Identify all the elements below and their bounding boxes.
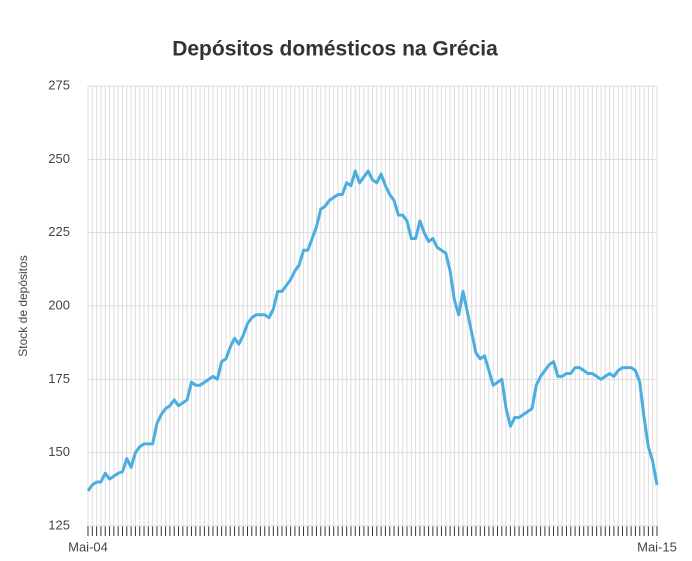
chart-title: Depósitos domésticos na Grécia: [172, 38, 498, 61]
x-tick-label: Mai-15: [637, 539, 677, 554]
y-axis-label: Stock de depósitos: [16, 255, 30, 356]
x-tick-label: Mai-04: [68, 539, 108, 554]
y-tick-label: 150: [48, 444, 70, 459]
y-tick-label: 225: [48, 224, 70, 239]
y-tick-label: 125: [48, 517, 70, 532]
y-tick-label: 200: [48, 297, 70, 312]
y-tick-label: 175: [48, 371, 70, 386]
line: [86, 169, 659, 492]
y-tick-label: 275: [48, 77, 70, 92]
y-tick-label: 250: [48, 151, 70, 166]
